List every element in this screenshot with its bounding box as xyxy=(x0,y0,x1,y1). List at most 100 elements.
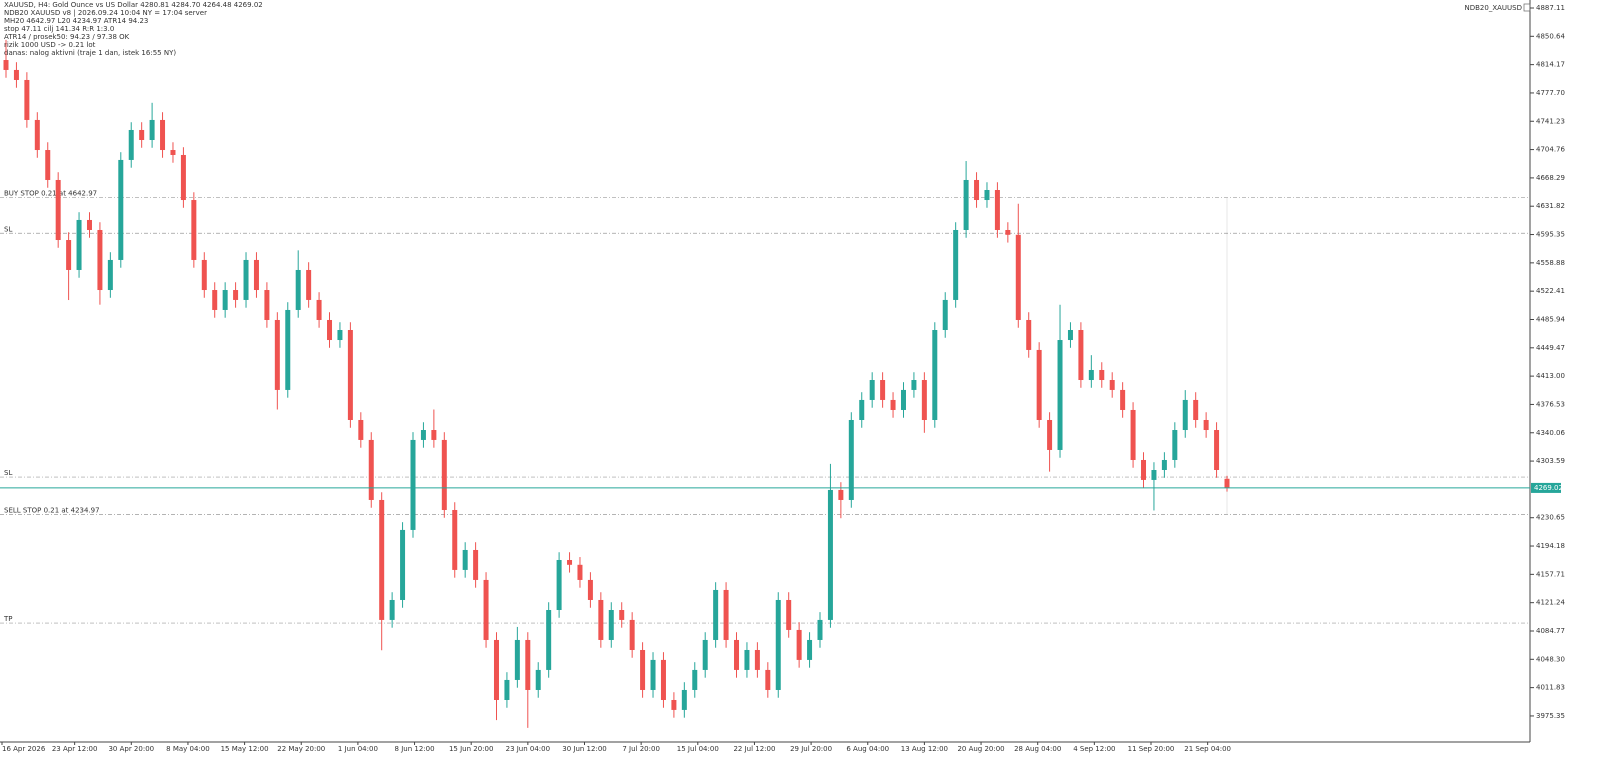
y-tick-label: 4741.23 xyxy=(1536,117,1565,125)
candle-body xyxy=(76,219,82,270)
candle-body xyxy=(546,609,552,670)
y-tick-label: 4631.82 xyxy=(1536,202,1565,210)
candle-body xyxy=(1193,399,1199,420)
candle-body xyxy=(1120,389,1126,410)
candle-body xyxy=(660,659,666,700)
candle-body xyxy=(1099,369,1105,381)
candle-body xyxy=(483,579,489,640)
x-tick-label: 6 Aug 04:00 xyxy=(846,745,889,753)
candle-body xyxy=(139,129,145,140)
candle-body xyxy=(911,380,917,390)
candle-body xyxy=(212,290,218,310)
candle-body xyxy=(1161,459,1167,471)
level-label: TP xyxy=(3,615,13,623)
x-tick-label: 23 Jun 04:00 xyxy=(506,745,550,753)
candle-body xyxy=(1172,430,1178,460)
candle-body xyxy=(1151,470,1157,480)
candle-body xyxy=(890,399,896,410)
y-tick-label: 4194.18 xyxy=(1536,542,1565,550)
last-price-box xyxy=(1531,482,1561,493)
candle-body xyxy=(994,190,1000,230)
y-tick-label: 3975.35 xyxy=(1536,712,1565,720)
header-line: danas: nalog aktivni (traje 1 dan, istek… xyxy=(4,49,176,57)
y-tick-label: 4230.65 xyxy=(1536,514,1565,522)
candle-body xyxy=(1214,430,1220,471)
y-tick-label: 4121.24 xyxy=(1536,599,1565,607)
candle-body xyxy=(24,79,30,120)
candle-body xyxy=(3,60,9,70)
x-tick-label: 20 Aug 20:00 xyxy=(957,745,1004,753)
y-tick-label: 4485.94 xyxy=(1536,315,1565,323)
candle-body xyxy=(577,564,583,580)
x-tick-label: 15 Jun 20:00 xyxy=(449,745,493,753)
y-tick-label: 4668.29 xyxy=(1536,174,1565,182)
candle-body xyxy=(45,150,51,180)
candle-body xyxy=(775,599,781,690)
candle-body xyxy=(744,649,750,670)
last-price-label: 4269.02 xyxy=(1534,484,1563,492)
y-tick-label: 4814.17 xyxy=(1536,61,1565,69)
y-tick-label: 4887.11 xyxy=(1536,4,1565,12)
header-line: stop 47.11 cilj 141.34 R:R 1:3.0 xyxy=(4,25,114,33)
candle-body xyxy=(66,240,72,270)
candle-body xyxy=(786,599,792,630)
candle-body xyxy=(306,269,312,300)
level-label: SL xyxy=(4,225,12,233)
candle-body xyxy=(681,689,687,710)
y-tick-label: 4376.53 xyxy=(1536,400,1565,408)
candle-body xyxy=(1015,234,1021,320)
candle-body xyxy=(285,309,291,390)
candle-body xyxy=(441,439,447,510)
candle-body xyxy=(107,259,113,291)
candle-body xyxy=(337,330,343,341)
candle-body xyxy=(274,319,280,390)
candle-body xyxy=(55,179,61,241)
candle-body xyxy=(702,639,708,670)
y-tick-label: 4413.00 xyxy=(1536,372,1565,380)
x-tick-label: 15 May 12:00 xyxy=(221,745,269,753)
x-tick-label: 21 Sep 04:00 xyxy=(1184,745,1231,753)
y-tick-label: 4157.71 xyxy=(1536,570,1565,578)
header-line: rizik 1000 USD -> 0.21 lot xyxy=(4,41,96,49)
candle-body xyxy=(796,629,802,660)
x-tick-label: 22 May 20:00 xyxy=(277,745,325,753)
candle-body xyxy=(514,639,520,680)
candle-body xyxy=(838,489,844,500)
candle-body xyxy=(932,330,938,420)
candle-body xyxy=(880,380,886,400)
candle-body xyxy=(493,639,499,700)
candle-body xyxy=(1224,478,1230,488)
candle-body xyxy=(765,669,771,690)
x-tick-label: 8 Jun 12:00 xyxy=(395,745,435,753)
candle-body xyxy=(128,129,134,160)
candle-body xyxy=(264,290,270,320)
candle-body xyxy=(942,299,948,331)
candle-body xyxy=(149,119,155,140)
x-tick-label: 16 Apr 2026 xyxy=(2,745,46,753)
candle-body xyxy=(295,269,301,310)
candle-body xyxy=(201,259,207,291)
candle-body xyxy=(504,679,510,700)
x-tick-label: 13 Aug 12:00 xyxy=(901,745,948,753)
candle-body xyxy=(1141,459,1147,480)
candle-body xyxy=(253,259,259,291)
y-tick-label: 4558.88 xyxy=(1536,259,1565,267)
candle-body xyxy=(1130,409,1136,460)
candle-body xyxy=(1067,330,1073,341)
header-line: MH20 4642.97 L20 4234.97 ATR14 94.23 xyxy=(4,17,148,25)
candle-body xyxy=(34,119,40,151)
candle-body xyxy=(191,200,197,260)
candle-body xyxy=(1078,330,1084,381)
candle-body xyxy=(180,154,186,201)
candle-body xyxy=(431,430,437,440)
x-tick-label: 28 Aug 04:00 xyxy=(1014,745,1061,753)
y-tick-label: 4303.59 xyxy=(1536,457,1565,465)
candle-body xyxy=(1036,349,1042,420)
x-tick-label: 7 Jul 20:00 xyxy=(622,745,660,753)
candle-body xyxy=(650,659,656,690)
candle-body xyxy=(692,669,698,690)
x-tick-label: 1 Jun 04:00 xyxy=(338,745,378,753)
candle-body xyxy=(170,150,176,155)
